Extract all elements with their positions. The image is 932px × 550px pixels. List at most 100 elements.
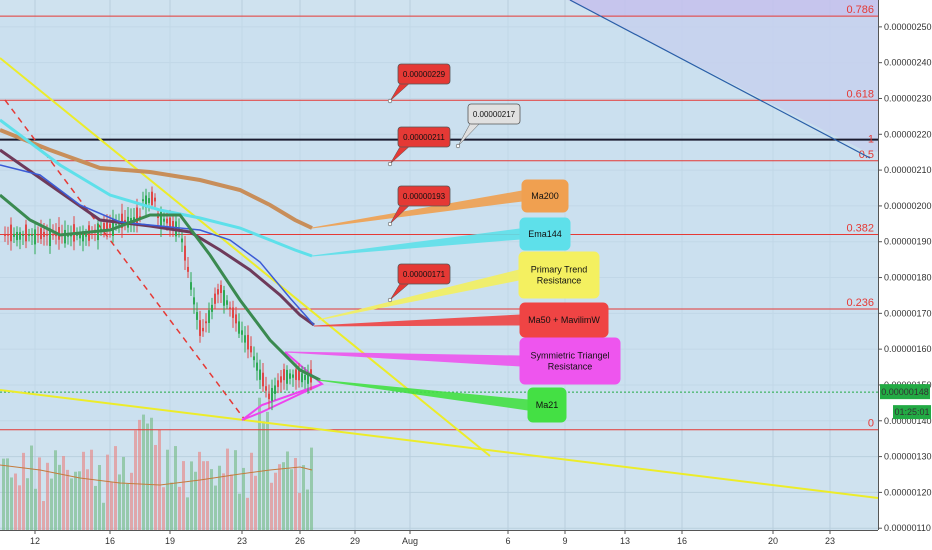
candle-body <box>283 369 285 381</box>
callout-box <box>518 251 600 299</box>
candle-body <box>82 231 84 242</box>
candle-body <box>292 374 294 378</box>
volume-bar <box>62 456 65 530</box>
current-price-marker: 0.00000148 01:25:01 <box>880 384 931 420</box>
candle-body <box>16 231 18 241</box>
candle-body <box>148 198 150 204</box>
volume-bar <box>106 454 109 530</box>
volume-bar <box>242 467 245 530</box>
volume-bar <box>114 446 117 530</box>
volume-bar <box>74 471 77 530</box>
price-tags[interactable]: 0.00000229 0.00000211 0.00000217 0.00000193… <box>387 63 521 303</box>
time-tick-label: 6 <box>505 536 510 546</box>
candle-body <box>64 229 66 244</box>
candle-body <box>172 220 174 228</box>
candle-body <box>199 320 201 336</box>
price-tick-label: 0.00000160 <box>884 344 932 354</box>
candle-body <box>121 213 123 229</box>
volume-bar <box>34 488 37 530</box>
volume-bar <box>30 445 33 530</box>
volume-bar <box>2 458 5 530</box>
volume-bar <box>246 497 249 530</box>
time-tick-label: 23 <box>825 536 835 546</box>
candle-body <box>211 304 213 312</box>
volume-bar <box>266 411 269 530</box>
volume-bar <box>42 501 45 530</box>
volume-bar <box>94 485 97 530</box>
candle-body <box>253 356 255 361</box>
volume-bars <box>0 397 313 530</box>
candle-body <box>286 369 288 384</box>
candle-body <box>298 369 300 381</box>
price-tag-anchor <box>455 143 461 149</box>
candle-body <box>184 245 186 261</box>
fib-level-label: 0.236 <box>846 297 874 309</box>
volume-bar <box>162 487 165 530</box>
price-tag-box <box>397 126 451 148</box>
callout-box <box>519 217 571 251</box>
price-tick-label: 0.00000220 <box>884 129 932 139</box>
candle-body <box>43 231 45 237</box>
time-tick-label: 19 <box>165 536 175 546</box>
volume-bar <box>146 423 149 530</box>
volume-bar <box>142 414 145 530</box>
volume-bar <box>50 478 53 530</box>
price-axis[interactable]: 0.00000250 0.00000240 0.00000230 0.00000220… <box>878 22 932 533</box>
candle-body <box>13 233 15 237</box>
candle-body <box>262 372 264 387</box>
time-tick-label: 20 <box>768 536 778 546</box>
candle-body <box>76 234 78 236</box>
candle-body <box>307 373 309 384</box>
volume-bar <box>222 473 225 530</box>
volume-bar <box>306 489 309 530</box>
price-tick-label: 0.00000230 <box>884 93 932 103</box>
candle-body <box>28 234 30 236</box>
volume-bar <box>78 471 81 530</box>
volume-bar <box>86 469 89 530</box>
volume-bar <box>282 462 285 530</box>
price-tag-label: 0.00000217 <box>473 110 516 119</box>
price-tag-box <box>397 63 451 85</box>
callout-box <box>519 302 609 338</box>
volume-bar <box>18 485 21 530</box>
candle-body <box>301 373 303 383</box>
volume-bar <box>170 482 173 530</box>
price-tag-label: 0.00000229 <box>403 70 446 79</box>
candle-body <box>34 229 36 245</box>
candle-body <box>208 310 210 323</box>
price-tick-label: 0.00000180 <box>884 273 932 283</box>
candle-body <box>220 284 222 294</box>
candle-body <box>52 234 54 236</box>
volume-bar <box>14 473 17 530</box>
volume-bar <box>198 451 201 530</box>
price-tag-anchor <box>387 98 393 104</box>
candle-body <box>37 234 39 236</box>
candle-body <box>193 297 195 305</box>
callout-box <box>519 337 621 385</box>
time-tick-label: Aug <box>402 536 418 546</box>
volume-bar <box>230 474 233 530</box>
volume-bar <box>10 477 13 530</box>
price-tag-box <box>467 103 521 125</box>
candle-body <box>169 217 171 227</box>
support-trend-line <box>0 389 878 499</box>
time-axis[interactable]: 12 16 19 23 26 29 Aug 6 9 13 16 20 23 <box>30 530 835 546</box>
candle-body <box>163 218 165 222</box>
volume-ma-line <box>0 464 313 486</box>
time-tick-label: 16 <box>105 536 115 546</box>
candle-body <box>139 216 141 218</box>
candle-body <box>124 219 126 223</box>
candle-body <box>232 307 234 318</box>
candle-body <box>49 228 51 246</box>
volume-bar <box>154 444 157 530</box>
callout-label: Symmietric Triangel <box>530 351 609 361</box>
fib-level-label: 0.618 <box>846 88 874 100</box>
candle-body <box>7 234 9 236</box>
key-level-label: 1 <box>868 134 874 146</box>
countdown-box <box>893 405 931 420</box>
fibonacci-levels: 0.786 0.618 0.5 0.382 0.236 0 1 <box>0 4 878 431</box>
candle-body <box>142 199 144 202</box>
candle-body <box>250 346 252 353</box>
